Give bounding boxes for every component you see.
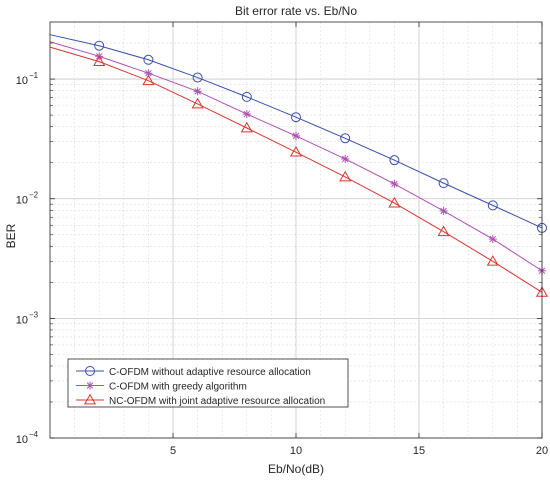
series-3-point [93,55,106,66]
series-2-point [488,235,497,244]
y-tick-exponent: −3 [29,310,39,319]
chart-title: Bit error rate vs. Eb/No [235,4,357,18]
series-1-legend-marker [85,366,95,376]
y-tick-label: 10 [16,195,28,207]
asterisk-stroke [391,180,398,188]
asterisk-stroke [194,88,201,95]
series-1-point [192,72,203,83]
asterisk-stroke [341,155,349,163]
series-1-point [487,200,498,211]
series-3-legend-label: NC-OFDM with joint adaptive resource all… [109,396,325,407]
series-2-legend-marker [86,381,94,390]
y-tick-label: 10 [16,434,28,446]
y-tick-label: 10 [16,314,28,326]
series-1-point [438,178,449,189]
series-3-point [339,170,352,182]
series-1-point [241,91,252,102]
series-3-legend-marker [83,393,97,405]
series-1-point [340,133,351,144]
y-tick-exponent: −4 [29,430,39,439]
series-1-point [389,155,400,166]
series-3-point [388,196,401,208]
minor-grid [50,22,542,438]
x-tick-label: 20 [536,445,548,457]
series-1-point [291,112,301,123]
series-3-point [191,97,204,109]
series-1-line [49,34,543,229]
y-tick-exponent: −2 [29,191,39,200]
x-tick-label: 10 [290,445,302,457]
series-1-legend-label: C-OFDM without adaptive resource allocat… [109,367,311,378]
asterisk-stroke [86,382,94,389]
asterisk-stroke [243,110,251,118]
legend-items: C-OFDM without adaptive resource allocat… [76,366,325,407]
x-axis-label: Eb/No(dB) [268,462,324,476]
y-tick-label: 10 [16,75,28,87]
series-3-point [437,225,450,237]
legend-box [67,358,349,408]
series-2-point [242,110,251,119]
series-3-line [49,46,543,293]
series-3-point [142,74,155,86]
y-tick-exponent: −1 [29,71,39,80]
series-2-point [341,154,350,163]
series-2-point [390,179,399,188]
series-2-legend-label: C-OFDM with greedy algorithm [109,382,247,393]
x-tick-label: 15 [413,445,425,457]
series-2-point [292,131,300,140]
series-2-point [193,87,202,96]
y-axis-label: BER [4,223,18,248]
series-3-point [240,121,253,133]
x-tick-label: 5 [170,445,176,457]
series-1-point [94,40,105,51]
series-3-point [289,145,303,157]
asterisk-stroke [145,69,152,77]
asterisk-stroke [489,235,497,243]
series-3-point [486,255,499,266]
series-2-point [439,206,448,215]
series-1-point [143,54,154,65]
asterisk-stroke [292,132,300,140]
legend: C-OFDM without adaptive resource allocat… [67,358,349,408]
asterisk-stroke [440,207,447,215]
